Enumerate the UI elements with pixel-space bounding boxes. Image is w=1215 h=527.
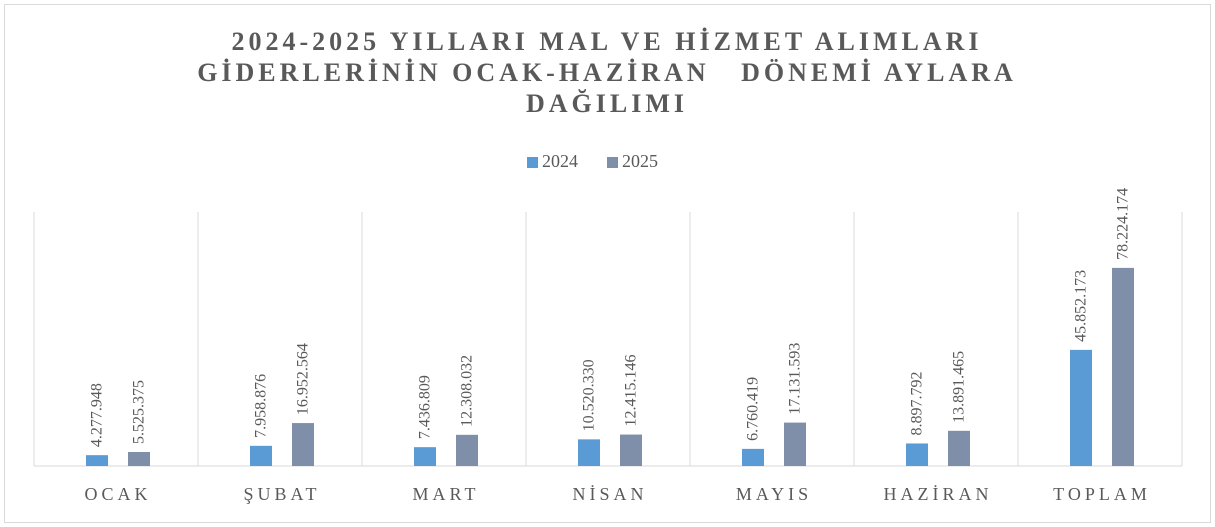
bar (1112, 267, 1134, 466)
value-label: 16.952.564 (295, 343, 312, 415)
value-label: 6.760.419 (745, 377, 762, 441)
chart-title: GİDERLERİNİN OCAK-HAZİRAN DÖNEMİ AYLARA (197, 58, 1017, 87)
bar (128, 452, 150, 466)
chart-frame (4, 4, 1211, 523)
legend-label: 2024 (542, 151, 578, 171)
value-label: 10.520.330 (581, 359, 598, 431)
value-label: 12.415.146 (623, 355, 640, 427)
x-tick-label: HAZİRAN (884, 484, 993, 504)
chart-title: 2024-2025 YILLARI MAL VE HİZMET ALIMLARI (231, 27, 982, 56)
x-tick-label: OCAK (84, 484, 151, 504)
value-label: 7.436.809 (417, 375, 434, 439)
x-tick-label: MART (413, 484, 480, 504)
bar (456, 434, 478, 466)
bar (620, 434, 642, 466)
value-label: 78.224.174 (1115, 188, 1132, 260)
value-label: 45.852.173 (1073, 270, 1090, 342)
value-label: 7.958.876 (253, 374, 270, 438)
legend-swatch (527, 157, 538, 168)
x-tick-label: MAYIS (736, 484, 812, 504)
bar (292, 423, 314, 466)
bar (1070, 349, 1092, 466)
chart-title: DAĞILIMI (526, 89, 688, 118)
x-tick-label: NİSAN (572, 484, 647, 504)
bar (906, 443, 928, 466)
value-label: 4.277.948 (89, 383, 106, 447)
legend-swatch (607, 157, 618, 168)
x-tick-label: TOPLAM (1053, 484, 1151, 504)
value-label: 12.308.032 (459, 355, 476, 427)
value-label: 17.131.593 (787, 343, 804, 415)
bar (414, 447, 436, 466)
x-tick-label: ŞUBAT (243, 484, 320, 504)
bar (86, 455, 108, 466)
value-label: 13.891.465 (951, 351, 968, 423)
bar (948, 430, 970, 466)
value-label: 5.525.375 (131, 380, 148, 444)
bar (742, 448, 764, 466)
bar (578, 439, 600, 466)
bar (784, 422, 806, 466)
value-label: 8.897.792 (909, 371, 926, 435)
bar (250, 445, 272, 466)
legend-label: 2025 (622, 151, 658, 171)
